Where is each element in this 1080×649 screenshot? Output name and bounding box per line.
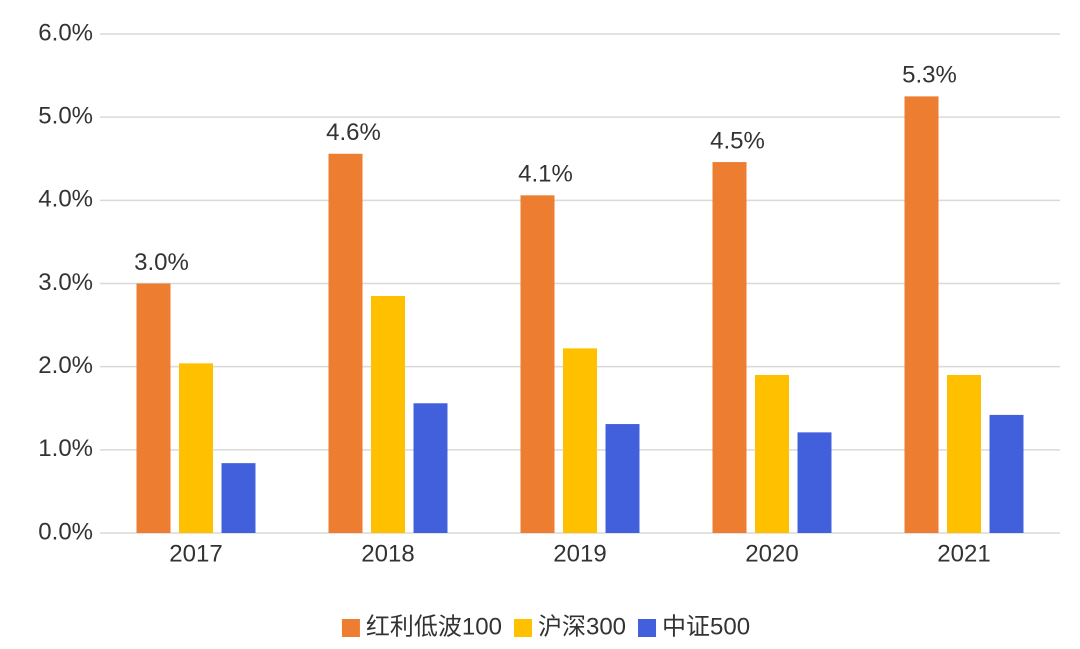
data-label: 3.0%	[134, 249, 189, 276]
legend-swatch	[513, 619, 532, 637]
bar	[712, 162, 747, 533]
y-tick-label: 6.0%	[38, 19, 93, 46]
x-tick-label: 2019	[553, 540, 606, 567]
bar	[136, 283, 171, 533]
legend-swatch	[638, 619, 657, 637]
legend-label: 中证500	[662, 613, 750, 640]
bar	[413, 403, 448, 533]
bar	[371, 295, 405, 533]
legend: 红利低波100 沪深300 中证500	[341, 613, 750, 640]
bar	[563, 348, 597, 533]
legend-swatch	[341, 619, 360, 637]
x-tick-label: 2017	[169, 540, 222, 567]
bar	[947, 374, 981, 533]
y-tick-label: 5.0%	[38, 103, 93, 130]
legend-label: 沪深300	[538, 613, 626, 640]
x-tick-label: 2018	[361, 540, 414, 567]
bar	[179, 363, 213, 533]
bar	[221, 463, 256, 533]
x-tick-label: 2020	[745, 540, 798, 567]
data-label: 5.3%	[902, 62, 957, 89]
bar	[904, 96, 939, 533]
y-tick-label: 4.0%	[38, 186, 93, 213]
bar	[605, 424, 640, 533]
bar	[989, 414, 1024, 533]
bar	[328, 153, 363, 533]
y-tick-label: 0.0%	[38, 518, 93, 545]
legend-label: 红利低波100	[366, 613, 502, 640]
x-tick-label: 2021	[937, 540, 990, 567]
y-tick-label: 1.0%	[38, 435, 93, 462]
data-label: 4.1%	[518, 161, 573, 188]
data-label: 4.6%	[326, 119, 381, 146]
bar	[797, 432, 832, 533]
y-tick-label: 2.0%	[38, 352, 93, 379]
bar	[755, 374, 789, 533]
data-label: 4.5%	[710, 127, 765, 154]
y-tick-label: 3.0%	[38, 269, 93, 296]
bar	[520, 195, 555, 534]
